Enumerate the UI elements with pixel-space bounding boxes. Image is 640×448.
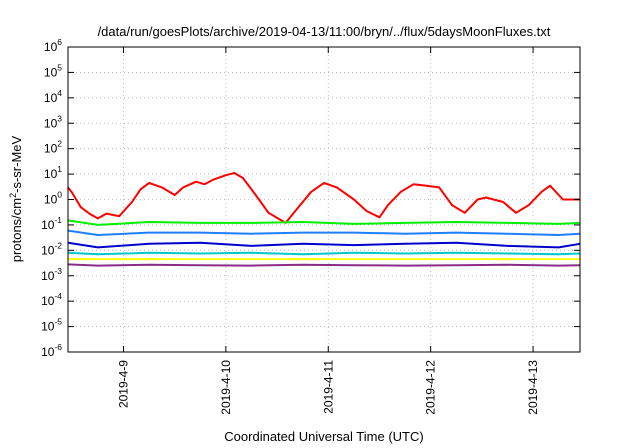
y-tick-exponent: 0 [57, 190, 62, 200]
y-tick-label: 103 [44, 113, 62, 130]
y-tick-label: 105 [44, 62, 62, 79]
series-group [67, 172, 581, 267]
series-line-5 [67, 251, 581, 256]
y-tick-base: 10 [41, 218, 55, 232]
y-axis-label: protons/cm2-s-sr-MeV [8, 135, 24, 262]
x-tick-label: 2019-4-12 [424, 360, 438, 415]
y-tick-exponent: 4 [57, 88, 62, 98]
y-axis-label-sup: 2 [8, 193, 18, 198]
y-tick-label: 100 [44, 190, 62, 207]
y-tick-base: 10 [41, 269, 55, 283]
x-tick-label: 2019-4-11 [321, 360, 335, 414]
y-tick-exponent: 6 [57, 37, 62, 47]
y-tick-base: 10 [44, 40, 58, 54]
y-tick-exponent: -4 [54, 291, 62, 301]
y-tick-base: 10 [44, 91, 58, 105]
chart-title: /data/run/goesPlots/archive/2019-04-13/1… [98, 24, 551, 39]
y-tick-exponent: 5 [57, 62, 62, 72]
x-tick-label: 2019-4-10 [219, 360, 233, 415]
y-tick-label: 10-2 [41, 240, 62, 257]
y-tick-label: 104 [44, 88, 62, 105]
y-tick-label: 101 [44, 164, 62, 181]
y-tick-label: 10-1 [41, 215, 62, 232]
series-line-7 [67, 263, 581, 267]
y-tick-label: 10-5 [41, 317, 62, 334]
y-tick-base: 10 [41, 294, 55, 308]
y-tick-exponent: -6 [54, 342, 62, 352]
y-tick-base: 10 [41, 320, 55, 334]
series-line-2 [67, 219, 581, 226]
x-axis-ticks: 2019-4-9 2019-4-10 2019-4-11 2019-4-12 2019-… [116, 47, 540, 415]
y-tick-base: 10 [44, 65, 58, 79]
y-tick-label: 10-6 [41, 342, 62, 359]
y-tick-exponent: 2 [57, 139, 62, 149]
y-tick-exponent: -5 [54, 317, 62, 327]
y-axis-label-rest: -s-sr-MeV [9, 135, 24, 192]
y-tick-label: 10-4 [41, 291, 62, 308]
y-tick-base: 10 [41, 243, 55, 257]
y-tick-exponent: -3 [54, 266, 62, 276]
series-line-1 [67, 172, 580, 224]
y-tick-base: 10 [41, 345, 55, 359]
y-tick-exponent: -2 [54, 240, 62, 250]
y-tick-base: 10 [44, 116, 58, 130]
series-line-3 [67, 229, 581, 236]
y-tick-label: 106 [44, 37, 62, 54]
grid-lines [68, 47, 580, 352]
y-tick-label: 10-3 [41, 266, 62, 283]
y-tick-base: 10 [44, 142, 58, 156]
series-line-4 [67, 241, 581, 249]
y-axis-ticks: 10-610-510-410-310-210-11001011021031041… [41, 37, 580, 359]
x-tick-label: 2019-4-13 [526, 360, 540, 415]
y-tick-label: 102 [44, 139, 62, 156]
x-axis-label: Coordinated Universal Time (UTC) [224, 429, 423, 444]
y-tick-exponent: 3 [57, 113, 62, 123]
y-tick-base: 10 [44, 167, 58, 181]
y-tick-exponent: -1 [54, 215, 62, 225]
x-tick-label: 2019-4-9 [116, 360, 130, 408]
y-tick-exponent: 1 [57, 164, 62, 174]
y-axis-label-base: protons/cm [9, 198, 24, 262]
y-tick-base: 10 [44, 193, 58, 207]
